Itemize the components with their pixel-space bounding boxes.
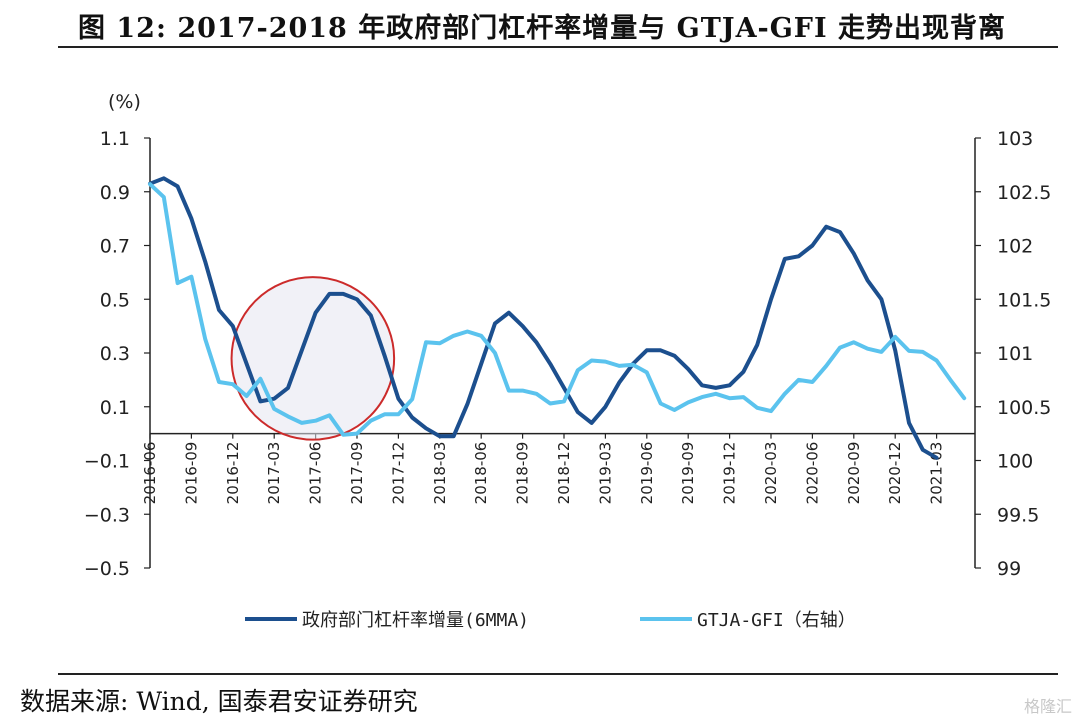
right-tick-label: 100 bbox=[997, 451, 1033, 473]
x-tick-label: 2018-12 bbox=[555, 442, 573, 505]
footer-rule bbox=[58, 673, 1058, 675]
left-tick-label: 0.7 bbox=[100, 236, 130, 258]
x-tick-label: 2019-03 bbox=[596, 442, 614, 505]
series-line-gtja-gfi bbox=[148, 182, 967, 437]
watermark-logo: 格隆汇 bbox=[1023, 697, 1072, 716]
x-tick-label: 2019-12 bbox=[721, 442, 739, 505]
left-tick-label: 0.3 bbox=[100, 343, 130, 365]
right-tick-label: 102.5 bbox=[997, 182, 1051, 204]
left-tick-label: −0.1 bbox=[84, 451, 130, 473]
right-tick-label: 101 bbox=[997, 343, 1033, 365]
x-tick-label: 2016-12 bbox=[224, 442, 242, 505]
series-line-gov-leverage bbox=[148, 176, 939, 460]
x-tick-label: 2017-12 bbox=[389, 442, 407, 505]
right-tick-label: 103 bbox=[997, 128, 1033, 150]
right-tick-label: 102 bbox=[997, 236, 1033, 258]
x-tick-label: 2019-09 bbox=[679, 442, 697, 505]
x-tick-label: 2019-06 bbox=[638, 442, 656, 505]
line-chart: (%) 1.1 0.9 0.7 0.5 0.3 0.1 −0.1 −0.3 −0.5 103 102.… bbox=[84, 91, 1052, 631]
x-tick-label: 2018-09 bbox=[514, 442, 532, 505]
x-tick-label: 2020-12 bbox=[886, 442, 904, 505]
highlight-circle bbox=[230, 276, 396, 441]
y-unit-label: (%) bbox=[108, 91, 141, 113]
left-tick-label: 0.1 bbox=[100, 397, 130, 419]
left-tick-label: 1.1 bbox=[100, 128, 130, 150]
right-tick-label: 100.5 bbox=[997, 397, 1051, 419]
x-tick-label: 2017-06 bbox=[307, 442, 325, 505]
page-title: 图 12: 2017-2018 年政府部门杠杆率增量与 GTJA-GFI 走势出… bbox=[78, 13, 1006, 44]
right-tick-label: 99 bbox=[997, 558, 1021, 580]
x-tick-label: 2020-03 bbox=[762, 442, 780, 505]
right-tick-label: 101.5 bbox=[997, 289, 1051, 311]
source-note: 数据来源: Wind, 国泰君安证券研究 bbox=[20, 687, 418, 716]
x-tick-label: 2017-03 bbox=[265, 442, 283, 505]
x-tick-label: 2016-09 bbox=[182, 442, 200, 505]
title-rule bbox=[58, 46, 1058, 48]
x-tick-label: 2020-06 bbox=[803, 442, 821, 505]
x-tick-label: 2018-06 bbox=[472, 442, 490, 505]
x-tick-label: 2016-06 bbox=[141, 442, 159, 505]
left-tick-label: −0.5 bbox=[84, 558, 130, 580]
left-tick-label: −0.3 bbox=[84, 504, 130, 526]
legend-label: 政府部门杠杆率增量(6MMA) bbox=[302, 610, 529, 631]
x-tick-label: 2018-03 bbox=[431, 442, 449, 505]
x-tick-label: 2021-03 bbox=[928, 442, 946, 505]
x-tick-label: 2020-09 bbox=[845, 442, 863, 505]
left-tick-label: 0.9 bbox=[100, 182, 130, 204]
right-tick-label: 99.5 bbox=[997, 504, 1039, 526]
x-tick-label: 2017-09 bbox=[348, 442, 366, 505]
left-tick-label: 0.5 bbox=[100, 289, 130, 311]
legend-label: GTJA-GFI（右轴） bbox=[697, 610, 856, 631]
